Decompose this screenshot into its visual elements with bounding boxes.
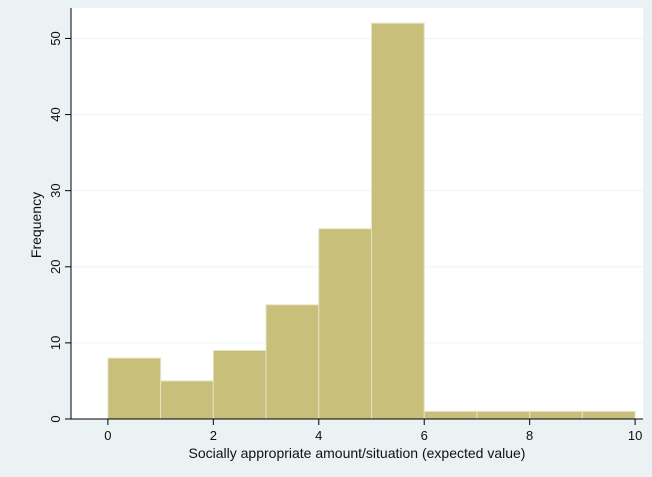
y-tick-label-0: 0 — [48, 415, 63, 422]
histogram-bar-1 — [160, 380, 214, 420]
histogram-bar-3 — [265, 304, 320, 420]
x-tick-label-0: 0 — [104, 428, 111, 443]
y-tick-label-20: 20 — [48, 260, 63, 274]
histogram-bar-2 — [212, 350, 267, 420]
histogram-bar-7 — [476, 410, 531, 420]
y-tick-label-40: 40 — [48, 107, 63, 121]
y-tick-label-30: 30 — [48, 183, 63, 197]
histogram-bar-9 — [581, 410, 636, 420]
x-tick-label-10: 10 — [628, 428, 642, 443]
tick-marks: 0 2 4 6 8 10 0 10 20 30 40 50 — [48, 31, 642, 443]
x-tick-label-2: 2 — [210, 428, 217, 443]
y-tick-label-50: 50 — [48, 31, 63, 45]
y-axis-title: Frequency — [28, 192, 44, 258]
histogram-bars — [107, 22, 636, 420]
x-tick-label-8: 8 — [526, 428, 533, 443]
histogram-bar-8 — [529, 410, 583, 420]
axes — [70, 8, 643, 420]
histogram-bar-0 — [107, 357, 162, 420]
histogram-bar-4 — [318, 228, 372, 420]
histogram-bar-6 — [423, 410, 478, 420]
x-tick-label-6: 6 — [421, 428, 428, 443]
y-tick-label-10: 10 — [48, 336, 63, 350]
x-tick-label-4: 4 — [315, 428, 322, 443]
x-axis-title: Socially appropriate amount/situation (e… — [189, 445, 526, 461]
histogram-bar-5 — [370, 22, 425, 420]
